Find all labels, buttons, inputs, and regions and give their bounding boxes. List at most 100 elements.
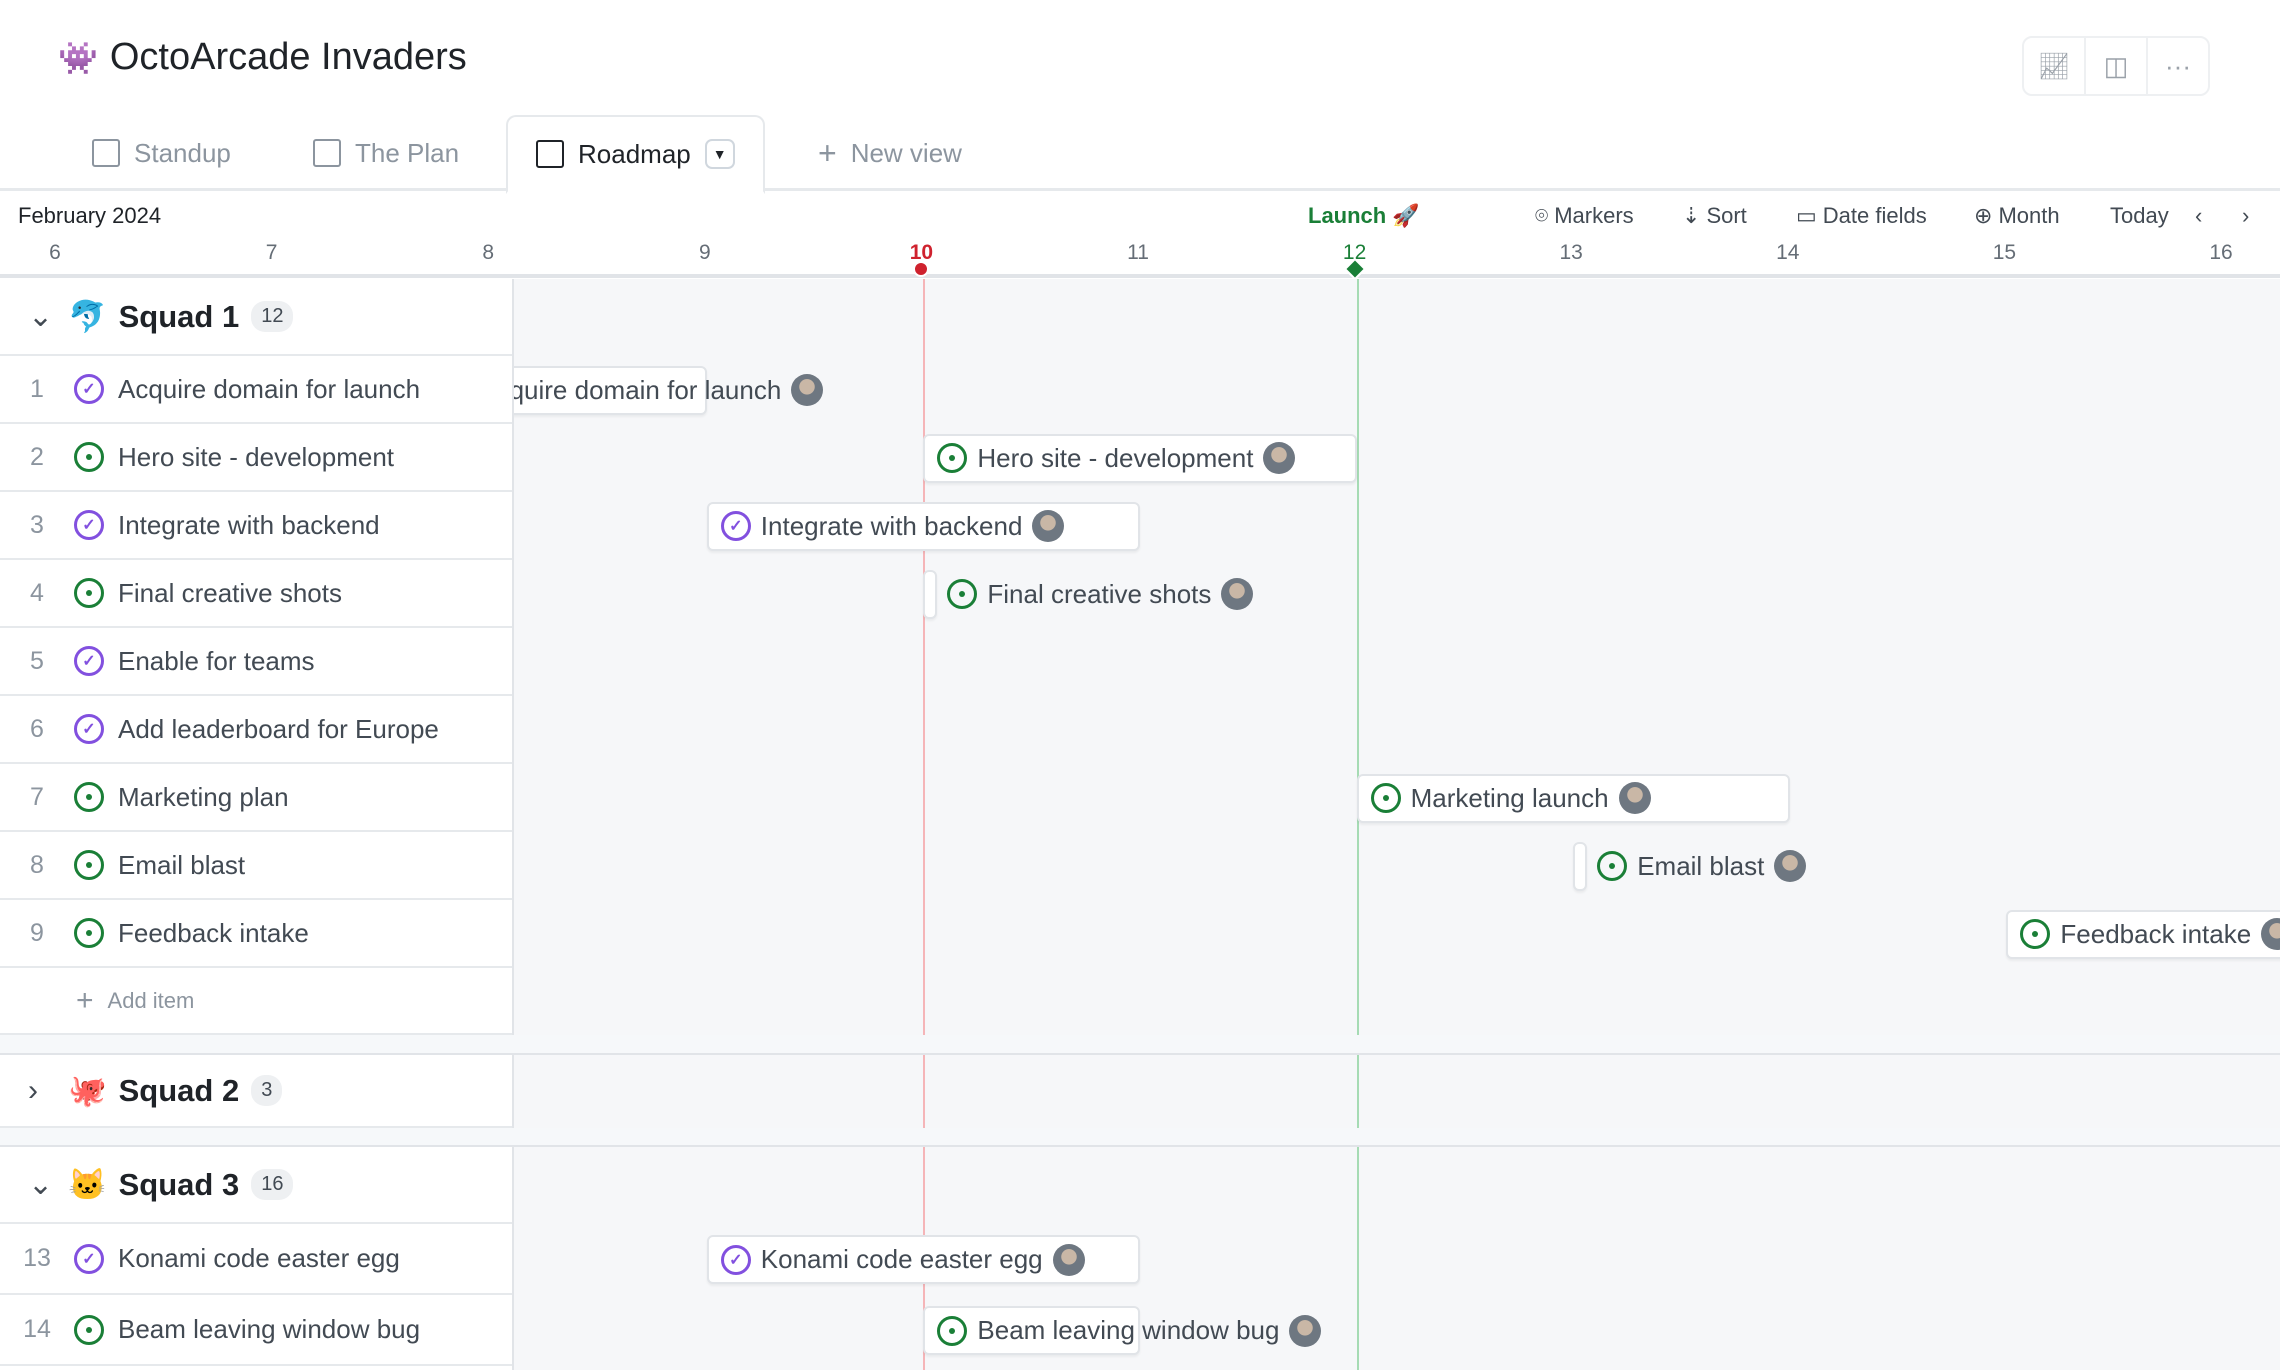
item-title[interactable]: Konami code easter egg bbox=[118, 1243, 400, 1273]
group-count-badge: 16 bbox=[251, 1169, 294, 1200]
item-title[interactable]: Add leaderboard for Europe bbox=[118, 713, 439, 744]
pin-icon: ⌾ bbox=[1535, 203, 1549, 228]
table-row[interactable]: 6 ✓ Add leaderboard for Europe bbox=[0, 696, 512, 764]
open-circle-icon bbox=[937, 1315, 968, 1346]
check-circle-icon: ✓ bbox=[74, 714, 104, 744]
assignee-avatar[interactable] bbox=[1032, 510, 1065, 542]
chevron-right-icon[interactable]: › bbox=[28, 1073, 38, 1107]
roadmap-bar-content[interactable]: Email blast bbox=[1597, 842, 1807, 891]
header-tools: 📈︎ ◫ ··· bbox=[2022, 36, 2210, 96]
roadmap-bar[interactable] bbox=[1356, 773, 1790, 823]
item-title[interactable]: Email blast bbox=[118, 849, 246, 880]
roadmap-bar-content[interactable]: Marketing launch bbox=[1370, 774, 1651, 823]
item-title[interactable]: Feedback intake bbox=[118, 917, 309, 948]
bar-label: Integrate with backend bbox=[760, 510, 1023, 541]
next-icon[interactable]: › bbox=[2242, 203, 2250, 228]
markers-button[interactable]: ⌾ Markers bbox=[1535, 203, 1634, 229]
more-icon[interactable]: ··· bbox=[2165, 50, 2191, 81]
check-circle-icon: ✓ bbox=[74, 1243, 104, 1274]
roadmap-bar-content[interactable]: Final creative shots bbox=[947, 570, 1254, 619]
assignee-avatar[interactable] bbox=[1774, 850, 1807, 882]
table-row[interactable]: 9 Feedback intake bbox=[0, 900, 512, 968]
timeline-canvas[interactable]: ✓Acquire domain for launch Hero site - de… bbox=[512, 279, 2280, 1370]
assignee-avatar[interactable] bbox=[1263, 442, 1296, 474]
roadmap-bar-content[interactable]: Beam leaving window bug bbox=[937, 1306, 1322, 1355]
row-number: 5 bbox=[30, 646, 44, 675]
roadmap-bar-content[interactable]: Hero site - development bbox=[937, 434, 1296, 483]
month-label: February 2024 bbox=[18, 203, 162, 228]
row-number: 2 bbox=[30, 442, 44, 471]
table-row[interactable]: 7 Marketing plan bbox=[0, 764, 512, 832]
roadmap-bar-content[interactable]: ✓ Konami code easter egg bbox=[720, 1235, 1085, 1284]
group-separator bbox=[0, 1035, 2280, 1055]
roadmap-bar[interactable] bbox=[1573, 841, 1588, 891]
bar-label: Email blast bbox=[1637, 850, 1765, 881]
item-title[interactable]: Acquire domain for launch bbox=[118, 373, 421, 404]
markers-label: Markers bbox=[1554, 203, 1634, 228]
item-title[interactable]: Enable for teams bbox=[118, 645, 315, 676]
group-header[interactable]: ⌄ 🐬 Squad 1 12 bbox=[0, 279, 512, 356]
bar-label: Final creative shots bbox=[987, 578, 1212, 609]
today-line bbox=[923, 279, 926, 1370]
sort-button[interactable]: ⇣ Sort bbox=[1682, 203, 1747, 229]
prev-icon[interactable]: ‹ bbox=[2195, 203, 2203, 228]
table-row[interactable]: 13 ✓ Konami code easter egg bbox=[0, 1224, 512, 1295]
table-row[interactable]: 5 ✓ Enable for teams bbox=[0, 628, 512, 696]
today-button[interactable]: Today bbox=[2110, 203, 2169, 228]
table-row[interactable]: 2 Hero site - development bbox=[0, 424, 512, 492]
date-fields-button[interactable]: ▭ Date fields bbox=[1796, 203, 1927, 229]
roadmap-bar[interactable] bbox=[923, 569, 938, 619]
roadmap-bar-content[interactable]: Feedback intake bbox=[2020, 910, 2280, 959]
plus-icon: + bbox=[76, 983, 94, 1017]
row-number: 3 bbox=[30, 510, 44, 539]
bar-label: Beam leaving window bug bbox=[977, 1315, 1280, 1345]
assignee-avatar[interactable] bbox=[1221, 578, 1254, 610]
bar-label: Feedback intake bbox=[2060, 918, 2252, 949]
new-view-button[interactable]: + New view bbox=[818, 115, 962, 191]
item-title[interactable]: Marketing plan bbox=[118, 781, 289, 812]
chevron-down-icon[interactable]: ⌄ bbox=[28, 1168, 54, 1201]
roadmap-bar[interactable] bbox=[2006, 909, 2280, 959]
chevron-down-icon[interactable]: ⌄ bbox=[28, 300, 54, 333]
roadmap-bar-content[interactable]: ✓ Integrate with backend bbox=[720, 502, 1065, 551]
item-title[interactable]: Final creative shots bbox=[118, 577, 342, 608]
roadmap-bar-content[interactable]: ✓Acquire domain for launch bbox=[514, 366, 824, 415]
table-row[interactable]: 4 Final creative shots bbox=[0, 560, 512, 628]
today-dot[interactable] bbox=[913, 261, 930, 277]
open-circle-icon bbox=[74, 442, 104, 472]
tab-roadmap[interactable]: Roadmap ▼ bbox=[506, 115, 765, 194]
table-row[interactable]: 1 ✓ Acquire domain for launch bbox=[0, 356, 512, 424]
side-panel-icon[interactable]: ◫ bbox=[2086, 38, 2148, 94]
assignee-avatar[interactable] bbox=[1052, 1243, 1085, 1276]
assignee-avatar[interactable] bbox=[791, 374, 824, 406]
project-title-text: OctoArcade Invaders bbox=[109, 36, 467, 78]
zoom-icon: ⊕ bbox=[1974, 203, 1993, 228]
launch-marker-label[interactable]: Launch 🚀 bbox=[1308, 203, 1420, 228]
item-title[interactable]: Integrate with backend bbox=[118, 509, 380, 540]
row-number: 1 bbox=[30, 374, 44, 403]
add-item-button[interactable]: + Add item bbox=[0, 968, 512, 1035]
item-title[interactable]: Hero site - development bbox=[118, 441, 395, 472]
view-options-dropdown[interactable]: ▼ bbox=[704, 139, 735, 169]
row-number: 4 bbox=[30, 578, 44, 607]
group-header[interactable]: › 🐙 Squad 2 3 bbox=[0, 1055, 512, 1128]
open-circle-icon bbox=[1597, 851, 1628, 881]
tab-standup[interactable]: Standup bbox=[92, 115, 231, 191]
insights-icon[interactable]: 📈︎ bbox=[2024, 38, 2086, 94]
table-row[interactable]: 3 ✓ Integrate with backend bbox=[0, 492, 512, 560]
day-tick: 10 bbox=[909, 241, 934, 264]
assignee-avatar[interactable] bbox=[2261, 918, 2280, 950]
assignee-avatar[interactable] bbox=[1618, 782, 1651, 814]
day-tick: 14 bbox=[1776, 241, 1800, 264]
roadmap-bar[interactable] bbox=[514, 365, 707, 415]
item-title[interactable]: Beam leaving window bug bbox=[118, 1314, 421, 1344]
tab-the-plan[interactable]: The Plan bbox=[313, 115, 459, 191]
table-row[interactable]: 8 Email blast bbox=[0, 832, 512, 900]
open-circle-icon bbox=[1370, 783, 1401, 813]
table-row[interactable]: 14 Beam leaving window bug bbox=[0, 1295, 512, 1366]
tab-label: Roadmap bbox=[578, 138, 691, 169]
roadmap-bar[interactable] bbox=[706, 501, 1140, 551]
group-header[interactable]: ⌄ 🐱 Squad 3 16 bbox=[0, 1147, 512, 1224]
assignee-avatar[interactable] bbox=[1289, 1314, 1322, 1347]
zoom-month-button[interactable]: ⊕ Month bbox=[1974, 203, 2060, 229]
